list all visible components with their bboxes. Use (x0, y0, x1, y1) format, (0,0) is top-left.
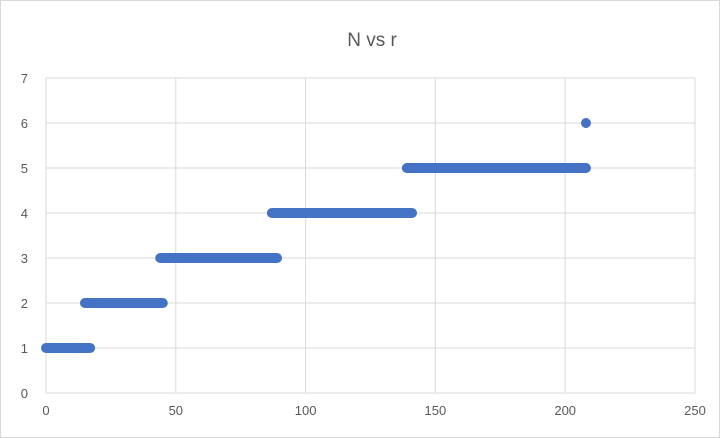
data-points (41, 118, 591, 353)
y-tick-label: 4 (21, 206, 28, 221)
x-tick-label: 150 (425, 403, 447, 418)
y-tick-label: 3 (21, 251, 28, 266)
y-tick-label: 0 (21, 386, 28, 401)
x-tick-labels: 0 50 100 150 200 250 (42, 403, 705, 418)
x-tick-label: 200 (554, 403, 576, 418)
y-gridlines (46, 77, 695, 394)
x-tick-label: 50 (169, 403, 183, 418)
x-tick-label: 250 (684, 403, 706, 418)
y-tick-label: 5 (21, 161, 28, 176)
y-tick-label: 2 (21, 296, 28, 311)
x-tick-label: 100 (295, 403, 317, 418)
y-tick-label: 1 (21, 341, 28, 356)
x-gridlines (45, 78, 696, 393)
y-tick-label: 7 (21, 71, 28, 86)
y-tick-labels: 0 1 2 3 4 5 6 7 (21, 71, 28, 401)
y-tick-label: 6 (21, 116, 28, 131)
chart-title: N vs r (347, 30, 397, 51)
x-tick-label: 0 (42, 403, 49, 418)
data-point (580, 118, 591, 128)
